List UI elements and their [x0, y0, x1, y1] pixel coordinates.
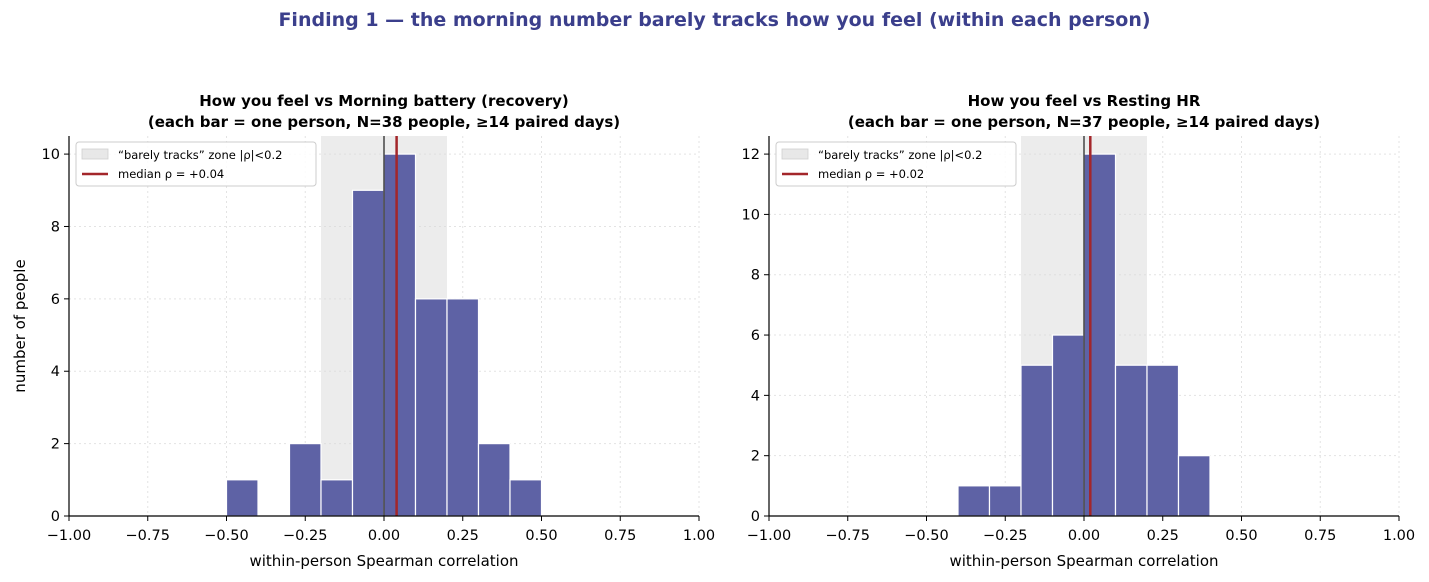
histogram-bar	[509, 479, 543, 517]
figure-title: Finding 1 — the morning number barely tr…	[278, 9, 1151, 31]
histogram-bar	[1051, 334, 1085, 517]
y-tick-label: 6	[51, 292, 60, 308]
y-tick-label: 0	[51, 509, 60, 525]
histogram-bar	[225, 479, 259, 517]
histogram-bar	[446, 298, 480, 517]
y-tick-label: 10	[42, 147, 60, 163]
y-tick-label: 12	[742, 147, 760, 163]
y-tick-label: 2	[751, 449, 760, 465]
x-tick-label: 1.00	[683, 528, 715, 544]
y-tick-label: 4	[751, 388, 760, 404]
legend-label-zone: “barely tracks” zone |ρ|<0.2	[818, 148, 982, 162]
chart-panel-2: −1.00 −0.75 −0.50 −0.25 0.00 0.25 0.50 0.75 1.00…	[742, 92, 1416, 570]
panel-title: How you feel vs Morning battery (recover…	[199, 92, 569, 110]
y-tick-label: 10	[742, 207, 760, 223]
x-tick-label: 0.25	[1147, 528, 1179, 544]
x-axis-label: within-person Spearman correlation	[249, 552, 518, 570]
x-tick-label: 0.00	[1068, 528, 1100, 544]
x-tick-label: −0.75	[126, 528, 170, 544]
x-tick-label: −0.50	[204, 528, 248, 544]
histogram-bar	[414, 298, 448, 517]
y-tick-label: 2	[51, 437, 60, 453]
histogram-bar	[988, 485, 1022, 517]
legend-box	[75, 141, 317, 187]
y-tick-label: 0	[751, 509, 760, 525]
y-tick-label: 8	[51, 219, 60, 235]
histogram-bar	[1020, 364, 1054, 517]
x-tick-label: 0.25	[447, 528, 479, 544]
histogram-bar	[320, 479, 354, 517]
histogram-bar	[1177, 455, 1211, 517]
legend-label-median: median ρ = +0.02	[818, 167, 924, 181]
histogram-bar	[288, 443, 322, 517]
y-tick-label: 4	[51, 364, 60, 380]
x-tick-label: 0.50	[1225, 528, 1257, 544]
x-tick-label: 0.50	[525, 528, 557, 544]
histogram-bar	[957, 485, 991, 517]
legend-box	[775, 141, 1017, 187]
x-tick-label: 0.75	[604, 528, 636, 544]
x-tick-label: −0.75	[826, 528, 870, 544]
histogram-bar	[1114, 364, 1148, 517]
legend-swatch-zone	[81, 148, 109, 160]
chart-panel-1: −1.00 −0.75 −0.50 −0.25 0.00 0.25 0.50 0.75 1.00…	[11, 92, 715, 570]
histogram-bar	[383, 153, 417, 517]
panel-title: (each bar = one person, N=37 people, ≥14…	[848, 113, 1320, 131]
y-tick-label: 8	[751, 268, 760, 284]
y-axis-label: number of people	[11, 259, 29, 392]
histogram-bar	[351, 189, 385, 517]
panel-title: (each bar = one person, N=38 people, ≥14…	[148, 113, 620, 131]
x-tick-label: −0.25	[283, 528, 327, 544]
x-axis-label: within-person Spearman correlation	[949, 552, 1218, 570]
x-tick-label: 0.00	[368, 528, 400, 544]
x-tick-label: −0.25	[983, 528, 1027, 544]
panel-title: How you feel vs Resting HR	[968, 92, 1201, 110]
legend-label-zone: “barely tracks” zone |ρ|<0.2	[118, 148, 282, 162]
x-tick-label: −1.00	[747, 528, 791, 544]
x-tick-label: −1.00	[47, 528, 91, 544]
legend-label-median: median ρ = +0.04	[118, 167, 224, 181]
x-tick-label: −0.50	[904, 528, 948, 544]
x-tick-label: 1.00	[1383, 528, 1415, 544]
histogram-bar	[1146, 364, 1180, 517]
y-tick-label: 6	[751, 328, 760, 344]
x-tick-label: 0.75	[1304, 528, 1336, 544]
legend-swatch-zone	[781, 148, 809, 160]
histogram-bar	[477, 443, 511, 517]
histogram-bar	[1083, 153, 1117, 517]
